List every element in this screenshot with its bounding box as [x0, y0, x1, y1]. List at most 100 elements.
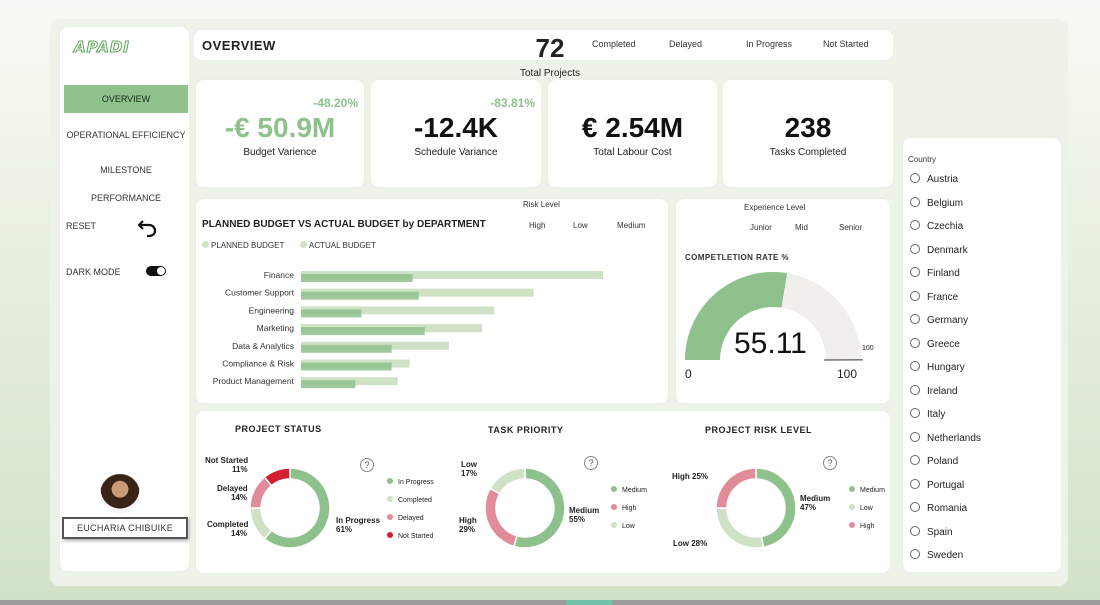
segment-label-delayed: Delayed 14%	[217, 484, 248, 502]
kpi-value: € 2.54M	[581, 112, 684, 143]
dark-mode-toggle[interactable]	[146, 266, 166, 276]
experience-filter-junior[interactable]: Junior	[750, 223, 772, 232]
budget-bar-chart: Finance Customer Support Engineering Market…	[213, 270, 603, 389]
donut-slice-low[interactable]	[715, 507, 765, 549]
bar-planned-2	[301, 306, 495, 315]
country-option-hungary[interactable]: Hungary	[910, 361, 965, 375]
radio-icon[interactable]	[910, 196, 920, 207]
country-option-ireland[interactable]: Ireland	[910, 384, 958, 399]
legend-item-completed: Completed	[387, 496, 432, 504]
kpi-schedule-variance: -83.81% -12.4K Schedule Variance	[371, 80, 541, 187]
donut-slice-medium[interactable]	[513, 467, 566, 549]
country-option-greece[interactable]: Greece	[910, 337, 960, 352]
radio-icon[interactable]	[910, 525, 920, 536]
kpi-budget-variance: -48.20% -€ 50.9M Budget Varience	[196, 80, 364, 187]
project-status-title: PROJECT STATUS	[235, 424, 322, 434]
risk-level-title: Risk Level	[523, 200, 560, 209]
radio-icon[interactable]	[910, 478, 920, 489]
country-option-sweden[interactable]: Sweden	[910, 549, 963, 563]
radio-icon[interactable]	[910, 220, 920, 230]
legend-label: ACTUAL BUDGET	[309, 241, 376, 250]
country-option-spain[interactable]: Spain	[910, 525, 953, 540]
experience-filter-mid[interactable]: Mid	[795, 223, 808, 232]
country-option-czechia[interactable]: Czechia	[910, 220, 963, 234]
risk-filter-low[interactable]: Low	[573, 221, 588, 230]
gauge-value: 55.11	[734, 327, 807, 360]
country-option-germany[interactable]: Germany	[910, 314, 968, 328]
bar-actual-1	[301, 291, 419, 300]
legend-label: High	[622, 505, 637, 512]
donut-slice-high[interactable]	[715, 467, 757, 509]
donut-slice-completed[interactable]	[249, 507, 273, 540]
radio-icon[interactable]	[910, 361, 920, 371]
status-filter-completed[interactable]: Completed	[592, 39, 636, 49]
country-option-romania[interactable]: Romania	[910, 502, 967, 516]
radio-icon[interactable]	[910, 549, 920, 559]
bar-category-label: Product Management	[213, 376, 295, 386]
page-title: OVERVIEW	[202, 38, 276, 53]
status-filter-in-progress[interactable]: In Progress	[746, 39, 793, 49]
radio-icon[interactable]	[910, 290, 920, 301]
donut-slice-not-started[interactable]	[263, 467, 291, 487]
risk-filter-medium[interactable]: Medium	[617, 221, 646, 230]
country-label: Sweden	[927, 550, 964, 561]
nav-operational-efficiency[interactable]: OPERATIONAL EFFICIENCY	[66, 130, 186, 140]
country-option-portugal[interactable]: Portugal	[910, 478, 964, 493]
country-option-denmark[interactable]: Denmark	[910, 243, 968, 258]
donut-slice-low[interactable]	[489, 467, 526, 495]
segment-label-in-progress: In Progress 61%	[336, 516, 381, 534]
country-option-netherlands[interactable]: Netherlands	[910, 431, 981, 446]
project-status-donut	[249, 467, 331, 549]
radio-icon[interactable]	[910, 267, 920, 277]
donut-slice-medium[interactable]	[755, 467, 797, 549]
radio-icon[interactable]	[910, 502, 920, 512]
kpi-tasks-completed: 238 Tasks Completed	[723, 80, 893, 187]
legend-label: Medium	[622, 487, 647, 494]
gauge-max: 100	[837, 367, 858, 381]
nav-overview[interactable]: OVERVIEW	[64, 85, 188, 113]
radio-icon[interactable]	[910, 384, 920, 395]
radio-icon[interactable]	[910, 431, 920, 442]
donut-slice-high[interactable]	[484, 487, 518, 548]
radio-icon[interactable]	[910, 455, 920, 465]
header-bar	[194, 30, 893, 60]
kpi-change: -83.81%	[490, 96, 535, 110]
country-option-france[interactable]: France	[910, 290, 959, 305]
country-label: Italy	[927, 409, 946, 420]
radio-icon[interactable]	[910, 314, 920, 324]
radio-icon[interactable]	[910, 243, 920, 254]
experience-filter-senior[interactable]: Senior	[839, 223, 863, 232]
user-name-button[interactable]: EUCHARIA CHIBUIKE	[62, 517, 188, 539]
status-filter-not-started[interactable]: Not Started	[823, 39, 869, 49]
segment-label-low: Low 17%	[461, 460, 478, 478]
country-slicer-title: Country	[908, 155, 937, 164]
country-option-poland[interactable]: Poland	[910, 455, 958, 469]
country-option-italy[interactable]: Italy	[910, 408, 945, 422]
help-icon[interactable]: ?	[823, 456, 837, 470]
country-option-austria[interactable]: Austria	[910, 173, 958, 187]
bar-category-label: Marketing	[257, 323, 295, 333]
nav-milestone-performance[interactable]: MILESTONE PERFORMANCE	[90, 165, 161, 203]
segment-label-low: Low 28%	[673, 539, 708, 548]
kpi-value: -€ 50.9M	[224, 112, 336, 143]
country-option-finland[interactable]: Finland	[910, 267, 960, 281]
radio-icon[interactable]	[910, 408, 920, 418]
risk-filter-high[interactable]: High	[529, 221, 546, 230]
task-priority-title: TASK PRIORITY	[488, 425, 564, 435]
country-option-belgium[interactable]: Belgium	[910, 196, 963, 211]
donut-slice-in-progress[interactable]	[263, 467, 331, 549]
country-label: Denmark	[927, 244, 968, 256]
segment-label-not-started: Not Started 11%	[205, 456, 249, 474]
avatar	[100, 474, 140, 514]
bar-actual-0	[301, 274, 413, 282]
dark-mode-label: DARK MODE	[66, 267, 121, 277]
help-icon[interactable]: ?	[584, 456, 598, 470]
country-label: France	[927, 291, 959, 303]
radio-icon[interactable]	[910, 337, 920, 348]
radio-icon[interactable]	[910, 173, 920, 183]
undo-icon[interactable]	[137, 218, 159, 238]
legend-swatch	[849, 504, 855, 510]
legend-swatch	[387, 496, 393, 502]
help-icon[interactable]: ?	[360, 458, 374, 472]
status-filter-delayed[interactable]: Delayed	[669, 39, 703, 49]
